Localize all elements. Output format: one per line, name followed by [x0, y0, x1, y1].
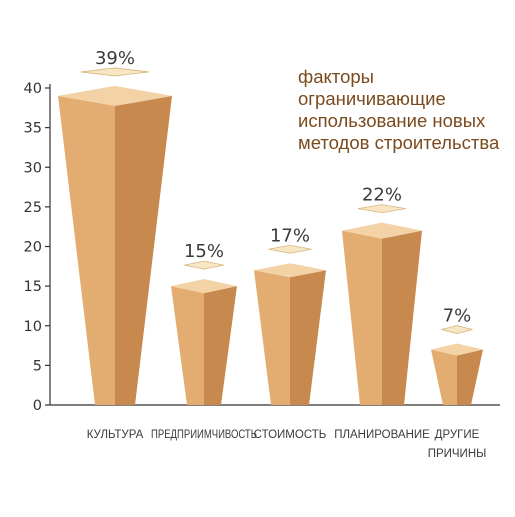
chart-title-line-3: использование новых [298, 110, 486, 131]
bar-top-face [342, 222, 422, 239]
y-tick-label: 15 [24, 279, 42, 295]
chart-title: факторы ограничивающие использование нов… [298, 66, 508, 154]
bar-value-label: 7% [443, 306, 472, 327]
chart-title-line-2: ограничивающие [298, 88, 446, 109]
category-label: ДРУГИЕ [435, 429, 480, 441]
bars-layer [58, 67, 483, 406]
bar-side-face [457, 349, 483, 405]
y-tick-label: 30 [24, 160, 42, 176]
labels-layer: 39% КУЛЬТУРА 15% ПРЕДПРИИМЧИВОСТЬ 17% СТОИМОС… [87, 48, 487, 460]
bar-front-face [254, 270, 290, 405]
y-tick-label: 40 [24, 81, 42, 97]
y-tick-label: 35 [24, 121, 42, 137]
bar-cap-marker [80, 67, 150, 77]
bar-cap-marker [357, 204, 407, 214]
bar-cap-marker [441, 325, 473, 334]
y-tick-label: 20 [24, 240, 42, 256]
chart-title-line-4: методов строительства [298, 132, 500, 153]
bar-value-label: 22% [362, 185, 402, 206]
y-tick-label: 25 [24, 200, 42, 216]
bar-side-face [290, 270, 326, 405]
bar-top-face [431, 343, 483, 356]
bar-value-label: 17% [270, 225, 310, 246]
bar-top-face [58, 85, 172, 106]
bar-cap-marker [268, 244, 312, 254]
bar-side-face [382, 230, 422, 405]
category-label: ПРЕДПРИИМЧИВОСТЬ [151, 429, 257, 441]
bar-side-face [204, 286, 237, 405]
chart-title-line-1: факторы [298, 66, 374, 87]
bar-side-face [115, 95, 172, 406]
bar-value-label: 39% [95, 48, 135, 69]
y-tick-label: 5 [33, 358, 42, 374]
bar-front-face [342, 230, 382, 405]
category-label: ПРИЧИНЫ [428, 448, 487, 460]
bar-front-face [431, 349, 457, 405]
bar-top-face [254, 263, 326, 278]
category-label: СТОИМОСТЬ [254, 429, 327, 441]
bar-front-face [171, 286, 204, 405]
bar-value-label: 15% [184, 241, 224, 262]
bar-cap-marker [184, 260, 224, 270]
bar-front-face [58, 95, 115, 406]
category-label: ПЛАНИРОВАНИЕ [334, 429, 430, 441]
category-label: КУЛЬТУРА [87, 429, 144, 441]
bar-top-face [171, 279, 237, 294]
y-tick-label: 10 [24, 319, 42, 335]
y-tick-label: 0 [33, 398, 42, 414]
